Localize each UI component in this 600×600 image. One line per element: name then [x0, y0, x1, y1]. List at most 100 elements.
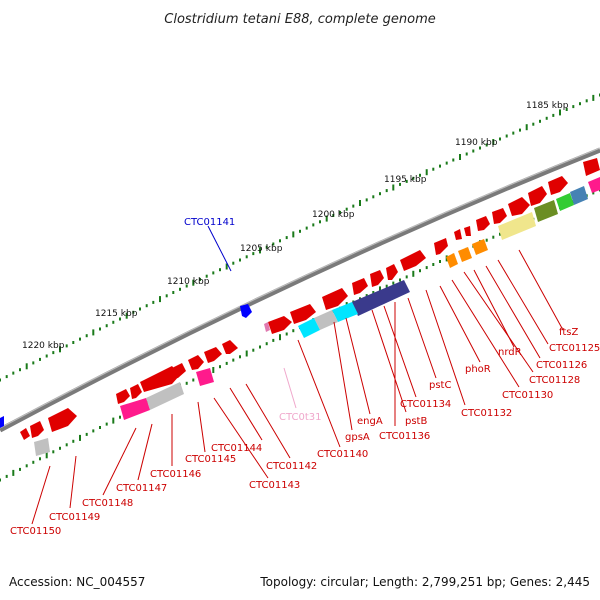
minor-tick — [332, 214, 335, 217]
major-tick — [45, 452, 48, 459]
minor-tick — [25, 464, 28, 468]
gene-label[interactable]: CTC01149 — [49, 512, 100, 523]
gene-label[interactable]: CTC01148 — [82, 498, 133, 509]
gene-label[interactable]: pstC — [429, 380, 451, 391]
leader-line — [497, 259, 549, 345]
gene-label[interactable]: CTC01142 — [266, 461, 317, 472]
gene-arrow[interactable] — [434, 238, 448, 255]
trna-mark[interactable] — [264, 322, 270, 332]
minor-tick — [219, 268, 221, 272]
gene-label[interactable]: gpsA — [345, 432, 370, 443]
block-pink[interactable] — [588, 177, 600, 193]
gene-arrow[interactable] — [583, 158, 600, 176]
gene-label[interactable]: CTC01141 — [184, 217, 235, 228]
major-tick — [592, 94, 595, 101]
gene-label[interactable]: ftsZ — [559, 327, 578, 338]
gene-label[interactable]: CTC01128 — [529, 375, 580, 386]
block-magenta[interactable] — [120, 398, 150, 420]
leader-line — [245, 383, 291, 459]
gene-label[interactable]: CTC01136 — [379, 431, 430, 442]
gene-label[interactable]: CTC01140 — [317, 449, 368, 460]
gene-arrow[interactable] — [188, 355, 204, 370]
block-magenta[interactable] — [196, 368, 214, 386]
gene-arrow[interactable] — [20, 428, 30, 440]
minor-tick — [32, 361, 35, 365]
gene-arrow[interactable] — [48, 408, 77, 432]
gene-label[interactable]: CTC01147 — [116, 483, 167, 494]
minor-tick — [52, 450, 55, 454]
minor-tick — [232, 261, 235, 265]
gene-arrow[interactable] — [464, 226, 471, 236]
major-tick — [112, 417, 115, 424]
gene-arrow[interactable] — [204, 347, 222, 363]
block-khaki[interactable] — [498, 212, 536, 240]
block-orange[interactable] — [458, 247, 472, 262]
gene-arrow[interactable] — [492, 208, 507, 224]
gene-arrow[interactable] — [130, 384, 142, 399]
gene-arrow[interactable] — [528, 186, 547, 206]
block-cyan[interactable] — [298, 318, 320, 338]
gene-arrow[interactable] — [476, 216, 490, 231]
minor-tick — [12, 371, 15, 375]
gene-arrow[interactable] — [268, 316, 292, 334]
gene-arrow-blue[interactable] — [240, 304, 252, 318]
gene-arrow[interactable] — [116, 389, 130, 404]
gene-labels: CTC01141 ftsZ CTC01125 CTC01126 nrdR CTC… — [10, 217, 600, 537]
gene-label-trna[interactable]: CTC0t31 — [279, 412, 322, 423]
minor-tick — [465, 152, 468, 156]
block-green[interactable] — [556, 193, 574, 211]
gene-label[interactable]: pstB — [405, 416, 427, 427]
gene-arrow[interactable] — [370, 270, 384, 287]
gene-arrow[interactable] — [140, 366, 180, 392]
block-orange[interactable] — [446, 253, 458, 268]
block-olive[interactable] — [534, 200, 558, 222]
gene-arrow[interactable] — [222, 340, 238, 354]
major-tick — [12, 469, 15, 476]
gene-arrow[interactable] — [548, 176, 568, 195]
gene-arrow[interactable] — [400, 250, 426, 271]
gene-label[interactable]: nrdR — [498, 347, 522, 358]
leader-line — [518, 249, 564, 331]
gene-arrow-blue-edge[interactable] — [0, 416, 4, 428]
block-orange[interactable] — [472, 239, 488, 255]
minor-tick — [85, 334, 88, 338]
gene-label[interactable]: CTC01126 — [536, 360, 587, 371]
block-navy[interactable] — [352, 280, 410, 316]
minor-tick — [579, 102, 581, 106]
minor-tick — [259, 345, 261, 349]
minor-tick — [172, 291, 175, 294]
major-tick — [559, 109, 561, 116]
gene-label[interactable]: CTC01130 — [502, 390, 553, 401]
gene-label[interactable]: CTC01143 — [249, 480, 300, 491]
leader-line — [371, 309, 407, 413]
block-steelblue[interactable] — [570, 186, 588, 205]
gene-arrow[interactable] — [352, 278, 368, 295]
reverse-blocks — [34, 177, 600, 456]
leader-line — [485, 265, 541, 359]
minor-tick — [185, 381, 188, 385]
gene-arrow[interactable] — [386, 264, 398, 280]
block-cyan[interactable] — [332, 302, 358, 322]
gene-arrow[interactable] — [508, 197, 530, 216]
gene-arrow[interactable] — [30, 421, 44, 438]
leader-line — [229, 387, 263, 441]
block-silver[interactable] — [146, 382, 184, 410]
minor-tick — [432, 263, 435, 266]
gene-label[interactable]: engA — [357, 416, 383, 427]
minor-tick — [452, 158, 455, 162]
minor-tick — [92, 429, 95, 433]
gene-label[interactable]: CTC01145 — [185, 454, 236, 465]
gene-label[interactable]: CTC01146 — [150, 469, 201, 480]
block-silver[interactable] — [34, 438, 50, 456]
gene-label[interactable]: CTC01144 — [211, 443, 262, 454]
gene-label[interactable]: CTC01150 — [10, 526, 61, 537]
gene-label[interactable]: CTC01132 — [461, 408, 512, 419]
gene-label[interactable]: CTC01125 — [549, 343, 600, 354]
gene-arrow[interactable] — [322, 288, 348, 310]
gene-arrow[interactable] — [454, 229, 462, 240]
minor-tick — [592, 191, 595, 195]
gene-label[interactable]: phoR — [465, 364, 491, 375]
gene-label[interactable]: CTC01134 — [400, 399, 451, 410]
block-silver[interactable] — [314, 310, 338, 330]
gene-arrow[interactable] — [290, 304, 316, 324]
